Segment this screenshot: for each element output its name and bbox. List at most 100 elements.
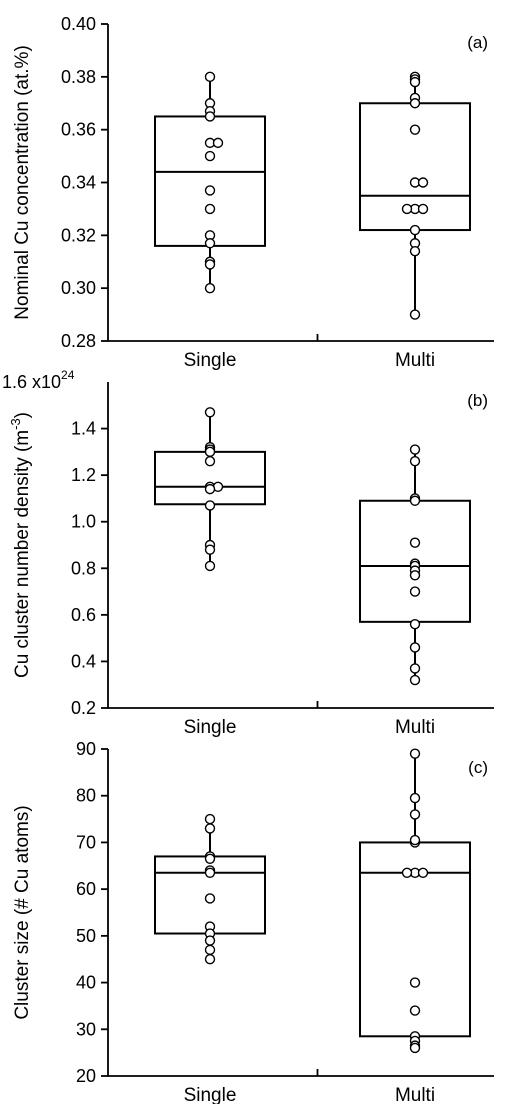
data-point xyxy=(204,483,216,495)
y-tick-label: 1.0 xyxy=(71,512,96,532)
data-point xyxy=(204,111,216,122)
data-point xyxy=(204,544,216,555)
data-point xyxy=(204,455,216,467)
y-tick-label: 60 xyxy=(76,879,96,899)
y-tick-label: 0.34 xyxy=(61,173,96,193)
panel-3: 20 30 40 50 60 70 80 90 Single Multi Cluster size … xyxy=(12,739,494,1104)
box-group-multi xyxy=(359,444,471,686)
y-axis-title-text: Cluster size (# Cu atoms) xyxy=(12,805,33,1019)
y-tick-label: 1.2 xyxy=(71,465,96,485)
data-point xyxy=(409,76,421,88)
data-point xyxy=(409,977,421,988)
data-point xyxy=(204,203,216,215)
data-point xyxy=(204,238,216,249)
y-tick-label: 20 xyxy=(76,1066,96,1086)
y-tick-label: 0.2 xyxy=(71,698,96,718)
data-point xyxy=(204,407,216,418)
x-category-label: Single xyxy=(184,1085,237,1104)
data-point xyxy=(409,792,421,804)
data-point xyxy=(204,185,216,196)
data-point xyxy=(212,137,224,149)
data-point xyxy=(409,98,421,109)
data-point xyxy=(409,444,421,455)
y-axis-title-superscript: -3 xyxy=(8,418,23,430)
y-tick-label: 30 xyxy=(76,1019,96,1039)
data-point xyxy=(204,71,216,83)
y-tick-label: 40 xyxy=(76,973,96,993)
data-point xyxy=(409,570,421,581)
x-category-label: Single xyxy=(184,717,237,738)
y-axis-title: Cu cluster number density (m-3) xyxy=(8,412,33,678)
y-tick-label: 90 xyxy=(76,739,96,759)
data-point xyxy=(204,150,216,162)
data-point xyxy=(204,944,216,956)
data-point xyxy=(409,618,421,630)
data-point xyxy=(204,893,216,904)
y-tick-label: 50 xyxy=(76,926,96,946)
y-scale-prefix: 1.6 x10 xyxy=(2,372,61,392)
data-point xyxy=(409,245,421,257)
data-point xyxy=(409,537,421,548)
y-tick-label: 70 xyxy=(76,832,96,852)
y-axis-title: Nominal Cu concentration (at.%) xyxy=(12,45,33,320)
y-tick-label: 80 xyxy=(76,786,96,806)
data-point xyxy=(409,642,421,653)
y-tick-label: 0.6 xyxy=(71,605,96,625)
x-category-label: Single xyxy=(184,350,237,371)
data-point xyxy=(409,495,421,506)
box-group-single xyxy=(154,407,266,572)
data-point xyxy=(409,224,421,236)
box-group-single xyxy=(154,813,266,965)
data-point xyxy=(204,823,216,834)
y-tick-label: 1.4 xyxy=(71,419,96,439)
panel-label: (a) xyxy=(467,33,488,52)
data-point xyxy=(409,1005,421,1016)
data-point xyxy=(417,177,429,188)
data-point xyxy=(417,203,429,215)
y-scale-label: 1.6 x1024 xyxy=(2,368,75,392)
y-tick-label: 0.32 xyxy=(61,225,96,245)
data-point xyxy=(409,748,421,759)
data-point xyxy=(409,834,421,846)
box-group-multi xyxy=(359,71,471,320)
x-category-label: Multi xyxy=(395,717,435,738)
y-tick-label: 0.4 xyxy=(71,651,96,671)
data-point xyxy=(409,674,421,686)
data-point xyxy=(417,867,429,878)
data-point xyxy=(204,446,216,458)
y-tick-label: 0.40 xyxy=(61,14,96,34)
data-point xyxy=(401,867,413,878)
data-point xyxy=(204,560,216,572)
y-axis-title-text: Nominal Cu concentration (at.%) xyxy=(12,45,33,320)
y-scale-exponent: 24 xyxy=(61,368,75,382)
data-point xyxy=(204,867,216,878)
data-point xyxy=(409,663,421,674)
y-axis-title-text: Cu cluster number density (m xyxy=(12,430,33,678)
box-iqr xyxy=(154,115,266,247)
box-group-multi xyxy=(359,748,471,1054)
y-tick-label: 0.8 xyxy=(71,558,96,578)
data-point xyxy=(204,954,216,965)
data-point xyxy=(409,809,421,820)
data-point xyxy=(401,203,413,215)
y-tick-label: 0.30 xyxy=(61,278,96,298)
box-group-single xyxy=(154,71,266,294)
x-category-label: Multi xyxy=(395,1085,435,1104)
data-point xyxy=(409,586,421,597)
data-point xyxy=(204,259,216,270)
y-tick-label: 0.38 xyxy=(61,67,96,87)
data-point xyxy=(409,455,421,467)
data-point xyxy=(204,500,216,511)
data-point xyxy=(409,309,421,320)
data-point xyxy=(204,935,216,946)
y-axis-title: Cluster size (# Cu atoms) xyxy=(12,805,33,1019)
panel-label: (b) xyxy=(467,391,488,410)
y-tick-label: 0.28 xyxy=(61,331,96,351)
data-point xyxy=(204,282,216,294)
data-point xyxy=(204,813,216,825)
x-category-label: Multi xyxy=(395,350,435,371)
y-axis-title-end: ) xyxy=(12,412,33,418)
data-point xyxy=(204,853,216,864)
panel-2: 0.2 0.4 0.6 0.8 1.0 1.2 1.4 1.6 x1024 Single Mult… xyxy=(2,368,494,738)
